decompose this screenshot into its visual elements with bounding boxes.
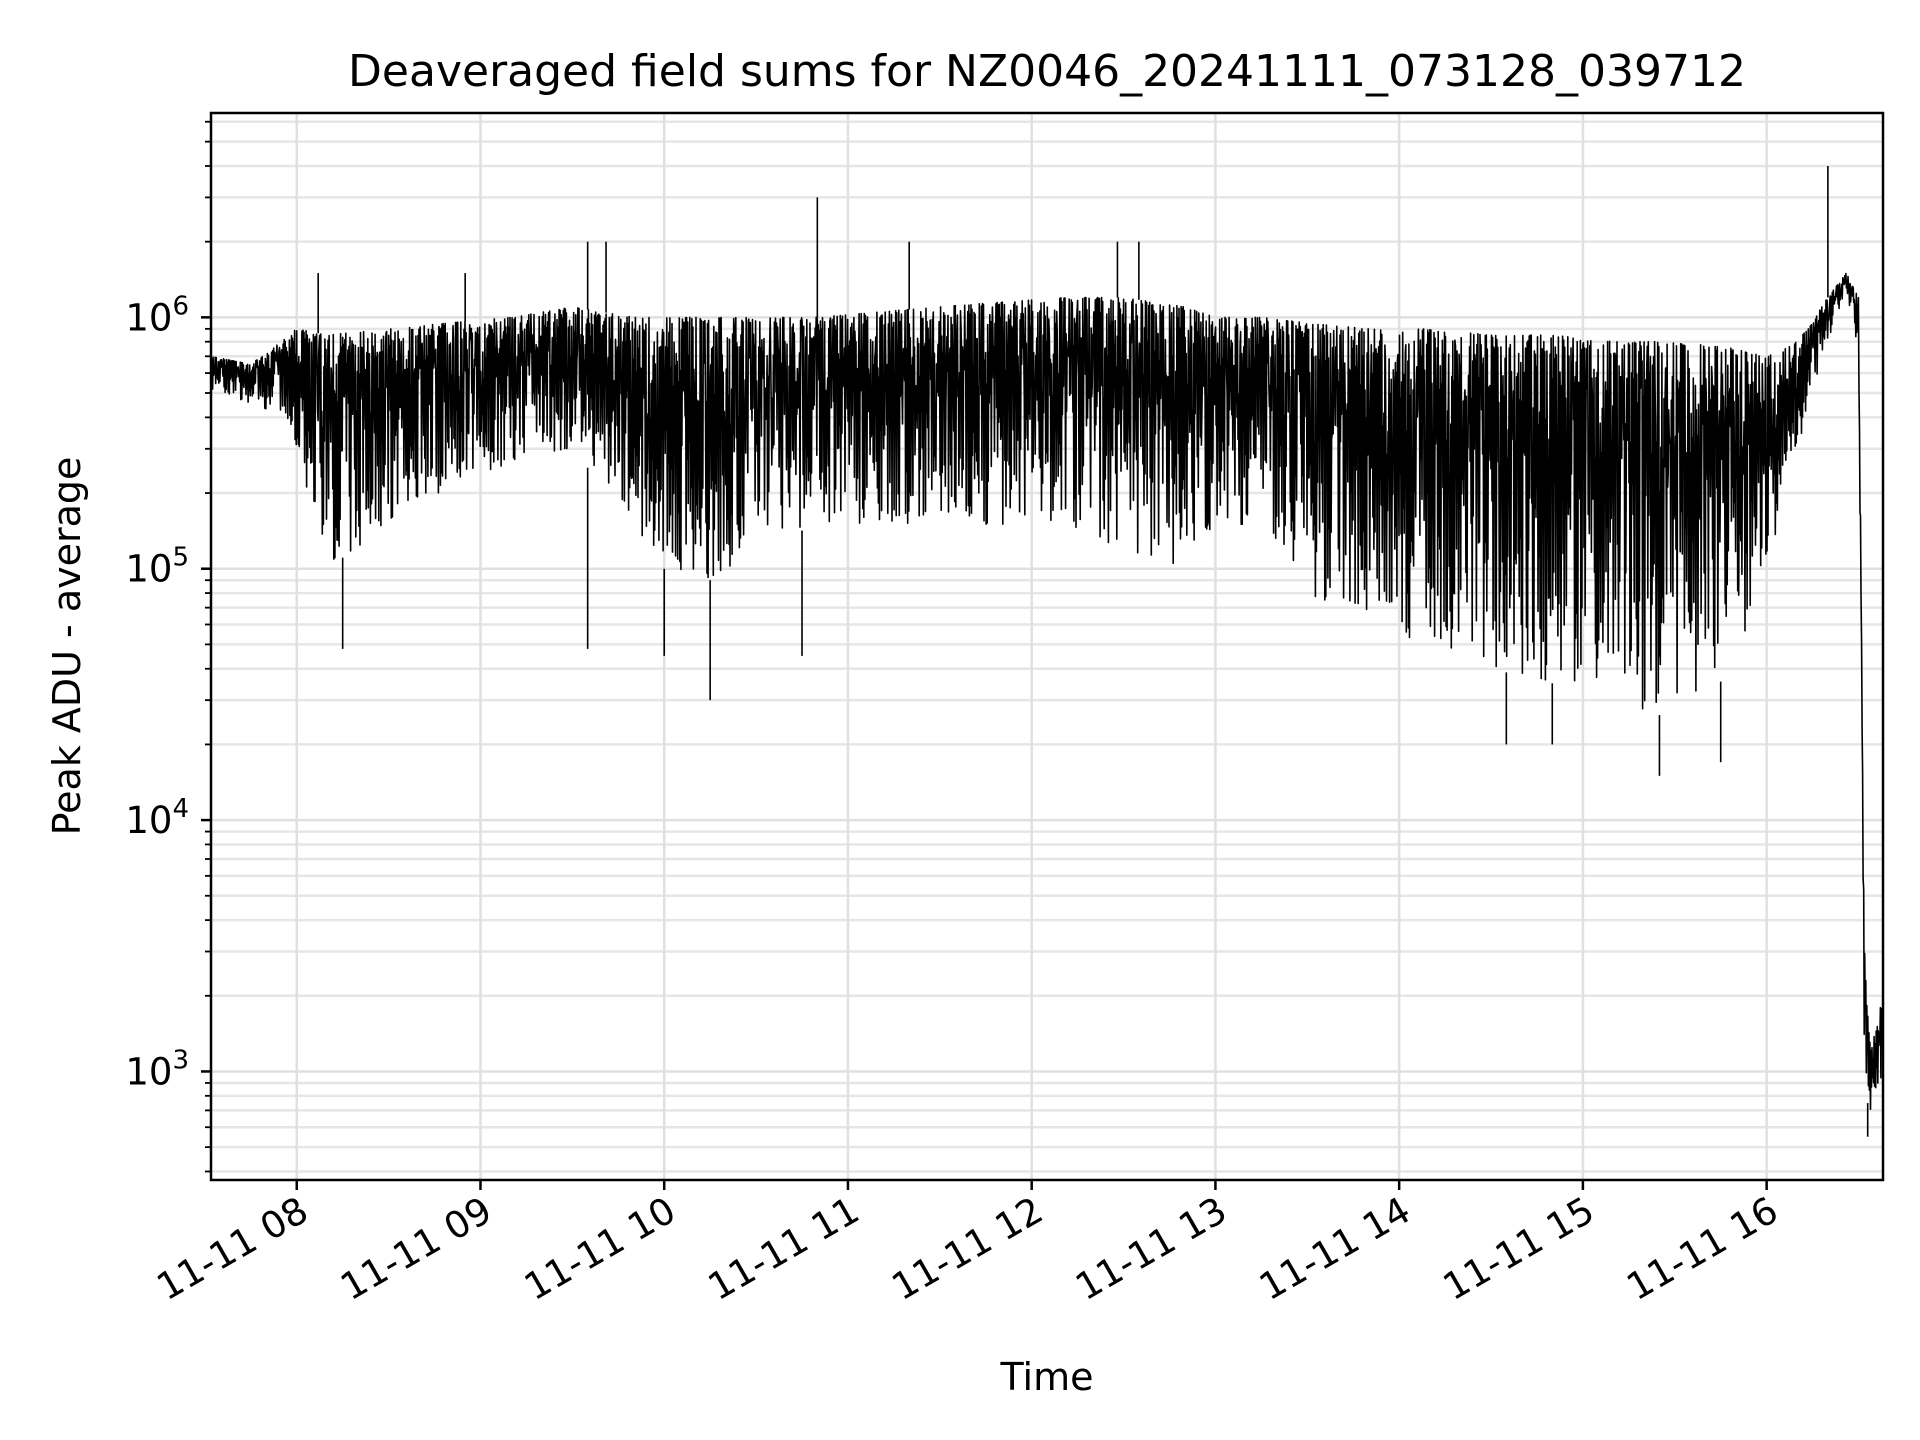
x-tick-label: 11-11 11 <box>701 1189 867 1309</box>
x-tick-label: 11-11 16 <box>1620 1189 1786 1309</box>
x-tick-label: 11-11 10 <box>517 1189 683 1309</box>
y-tick-label: 104 <box>125 794 189 842</box>
series-layer <box>210 166 1884 1137</box>
x-tick-label: 11-11 15 <box>1436 1189 1602 1309</box>
plot-frame <box>209 111 1885 1182</box>
x-tick-label: 11-11 09 <box>333 1189 499 1309</box>
x-tick-label: 11-11 08 <box>150 1189 316 1309</box>
y-tick-label: 106 <box>125 291 189 339</box>
y-axis-label: Peak ADU - average <box>45 457 89 836</box>
x-axis-label: Time <box>1000 1355 1094 1399</box>
grid <box>211 113 1883 1180</box>
x-tick-label: 11-11 13 <box>1068 1189 1234 1309</box>
y-tick-label: 105 <box>125 543 189 591</box>
series-line <box>210 272 1884 1110</box>
x-tick-label: 11-11 12 <box>885 1189 1051 1309</box>
x-axis: 11-11 08 11-11 09 11-11 10 11-11 11 11-11 12… <box>150 1180 1785 1309</box>
chart-title: Deaveraged field sums for NZ0046_2024111… <box>348 46 1746 97</box>
y-tick-label: 103 <box>125 1045 189 1093</box>
x-tick-label: 11-11 14 <box>1252 1189 1418 1309</box>
y-axis: 103 104 105 106 <box>125 120 211 1173</box>
